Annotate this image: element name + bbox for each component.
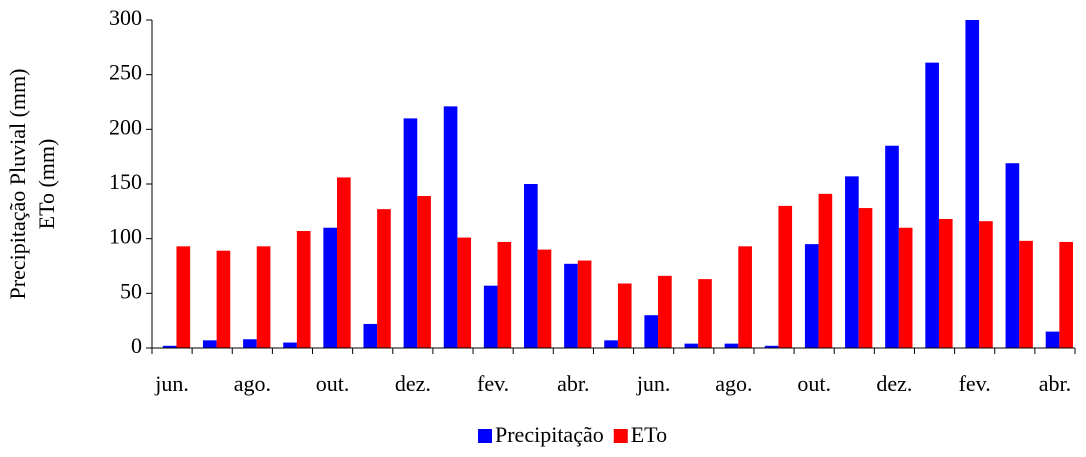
x-tick-label: ago. <box>715 371 752 396</box>
bar <box>216 250 231 348</box>
bar <box>176 246 191 348</box>
bar <box>658 275 672 348</box>
bar <box>1045 331 1060 348</box>
bar <box>604 340 618 348</box>
bar <box>524 184 538 348</box>
bar <box>283 342 297 348</box>
bar <box>644 315 659 348</box>
bar <box>483 285 498 348</box>
bar <box>1005 163 1020 348</box>
bar <box>738 246 752 348</box>
y-tick-label: 200 <box>109 114 142 139</box>
bar <box>457 237 472 348</box>
bar <box>925 62 939 348</box>
bar <box>1059 241 1073 348</box>
bar <box>965 20 980 348</box>
x-tick-label: out. <box>797 371 831 396</box>
bar <box>256 246 271 348</box>
y-tick-label: 150 <box>109 169 142 194</box>
x-tick-label: jun. <box>154 371 189 396</box>
bar <box>979 221 993 348</box>
bar <box>1019 240 1033 348</box>
legend-label: ETo <box>631 422 667 447</box>
bar <box>845 176 859 348</box>
x-tick-label: fev. <box>477 371 509 396</box>
legend-swatch <box>478 429 492 443</box>
bar <box>537 249 552 348</box>
x-tick-label: dez. <box>876 371 912 396</box>
bar <box>377 209 391 348</box>
bar <box>617 283 632 348</box>
bar <box>202 340 217 348</box>
legend-swatch <box>613 429 628 443</box>
bar <box>162 345 177 348</box>
bar <box>296 231 311 348</box>
bar <box>858 208 873 348</box>
bar <box>938 218 953 348</box>
bar <box>764 345 779 348</box>
x-tick-label: out. <box>316 371 350 396</box>
y-tick-label: 0 <box>131 333 142 358</box>
bar <box>804 244 819 348</box>
bar <box>417 196 431 348</box>
bar <box>403 118 418 349</box>
bar <box>443 106 458 348</box>
bar <box>818 193 833 348</box>
y-tick-label: 100 <box>109 224 142 249</box>
x-tick-label: fev. <box>959 371 991 396</box>
bar <box>885 145 899 348</box>
bar <box>684 343 699 348</box>
bar <box>363 323 378 348</box>
bar <box>243 339 257 348</box>
y-tick-label: 250 <box>109 60 142 85</box>
bar <box>778 205 793 348</box>
y-axis-label: ETo (mm) <box>34 139 59 230</box>
bar <box>577 260 592 348</box>
y-axis-label: Precipitação Pluvial (mm) <box>5 69 30 300</box>
legend-label: Precipitação <box>495 422 604 447</box>
bar <box>337 177 351 348</box>
bar <box>698 279 712 348</box>
bar <box>898 227 913 348</box>
bar <box>497 241 512 348</box>
x-tick-label: ago. <box>234 371 271 396</box>
x-tick-label: abr. <box>1039 371 1071 396</box>
x-tick-label: jun. <box>636 371 671 396</box>
bar <box>724 343 739 348</box>
x-tick-label: dez. <box>395 371 431 396</box>
bar <box>564 263 578 348</box>
y-tick-label: 50 <box>120 278 142 303</box>
y-tick-label: 300 <box>109 5 142 30</box>
bar <box>323 227 338 348</box>
x-tick-label: abr. <box>557 371 589 396</box>
